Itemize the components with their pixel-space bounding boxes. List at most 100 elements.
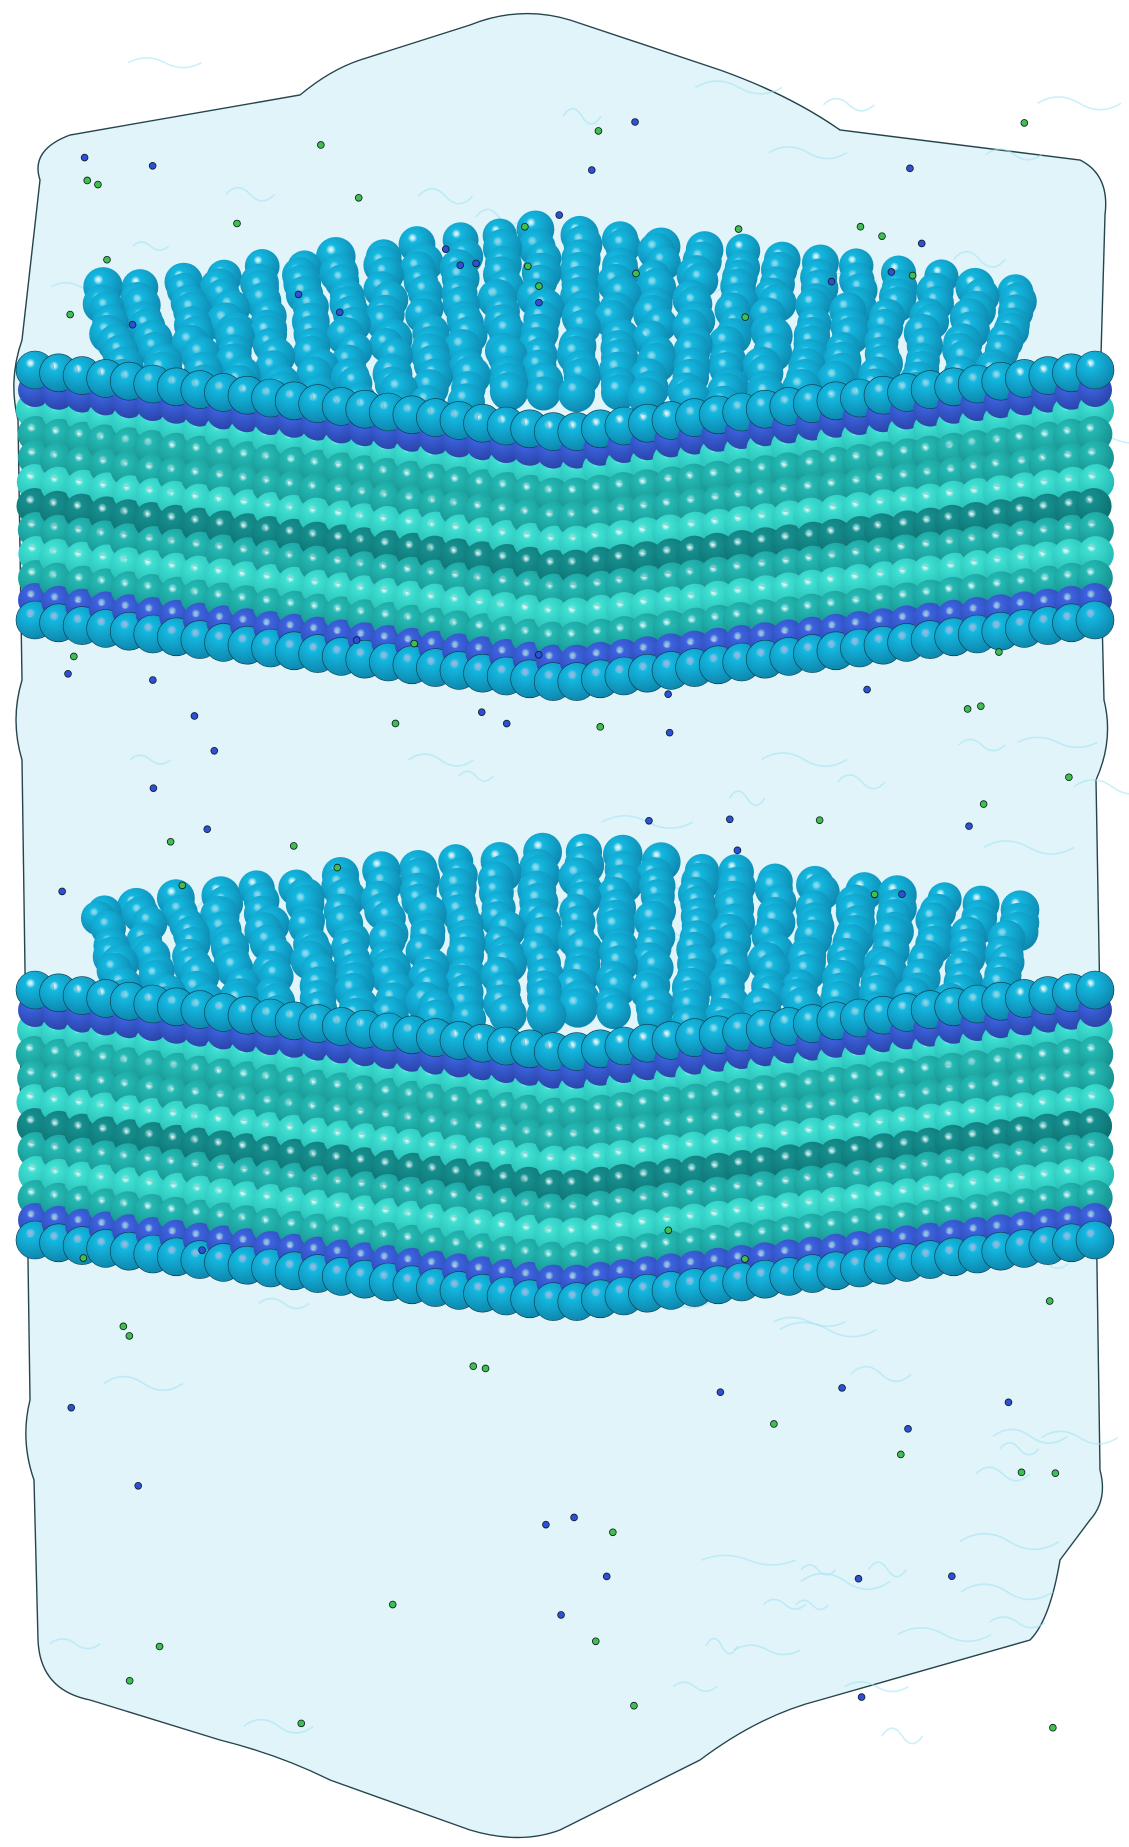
ion-green: [770, 1420, 778, 1428]
ion-blue: [335, 308, 344, 317]
ion-blue: [555, 211, 564, 219]
water-ripple: [475, 208, 523, 226]
water-ripple: [988, 1616, 1046, 1629]
water-ripple: [458, 770, 494, 782]
water-ripple: [837, 774, 886, 790]
ion-blue: [67, 1403, 76, 1412]
ion-green: [391, 719, 400, 728]
ion-blue: [570, 1513, 578, 1522]
ion-green: [815, 816, 824, 824]
ion-blue: [906, 164, 914, 173]
ion-blue: [904, 1425, 912, 1433]
water-ripple: [763, 1598, 807, 1610]
ion-green: [125, 1676, 134, 1685]
ion-blue: [948, 1572, 956, 1581]
ion-blue: [645, 816, 653, 825]
lipid-headgroup: [1075, 600, 1115, 640]
ion-green: [1017, 1468, 1026, 1477]
water-ripple: [975, 1466, 1031, 1482]
ion-green: [878, 232, 886, 240]
water-ripple: [132, 241, 170, 251]
ion-green: [632, 269, 640, 278]
water-ripple: [49, 1638, 101, 1650]
water-ripple: [1073, 778, 1129, 795]
ion-green: [354, 193, 363, 202]
ion-green: [979, 800, 988, 808]
ion-blue: [587, 166, 596, 174]
lipid-headgroup: [558, 375, 596, 413]
ion-green: [83, 176, 92, 185]
water-ripple: [897, 1627, 992, 1643]
ion-blue: [148, 161, 157, 170]
ion-green: [333, 863, 342, 872]
lipid-headgroup: [627, 377, 666, 416]
ion-green: [94, 180, 102, 189]
water-ripple: [129, 754, 172, 765]
ion-blue: [502, 719, 511, 728]
ion-green: [741, 313, 749, 321]
ion-green: [1051, 1469, 1060, 1478]
water-ripple: [795, 1599, 829, 1611]
ion-blue: [887, 268, 896, 276]
water-ripple: [243, 1718, 314, 1734]
ion-blue: [352, 636, 361, 644]
water-ripple: [705, 1637, 739, 1655]
ion-blue: [149, 784, 158, 792]
ion-blue: [917, 239, 926, 248]
water-ripple: [768, 146, 848, 160]
ion-blue: [210, 746, 219, 755]
ion-blue: [58, 887, 66, 896]
ion-green: [908, 271, 917, 280]
ion-green: [594, 127, 603, 135]
ion-blue: [190, 712, 199, 720]
ion-blue: [534, 650, 543, 659]
lipid-headgroup: [489, 372, 529, 411]
water-ripple: [773, 1316, 846, 1328]
water-ripple: [779, 1321, 877, 1338]
ion-green: [664, 1226, 673, 1235]
water-ripple: [881, 1727, 924, 1745]
ion-green: [481, 1364, 490, 1373]
ion-blue: [149, 676, 157, 684]
ion-green: [734, 225, 743, 233]
ion-blue: [857, 1693, 866, 1701]
lipid-headgroup: [526, 995, 567, 1036]
ion-green: [155, 1642, 164, 1651]
lipid-headgroup: [1075, 1220, 1115, 1260]
ion-green: [1065, 773, 1073, 782]
water-ripple: [562, 107, 602, 125]
ion-blue: [665, 728, 674, 737]
ion-blue: [477, 708, 486, 716]
ion-green: [1020, 119, 1029, 127]
lipid-headgroup: [526, 376, 561, 411]
ion-green: [233, 219, 241, 228]
water-ripple: [844, 1681, 909, 1693]
water-ripple: [958, 738, 1006, 752]
water-ripple: [1037, 96, 1122, 111]
water-ripple: [800, 1572, 891, 1591]
ion-green: [977, 702, 985, 710]
ion-green: [963, 705, 972, 713]
lipid-headgroup: [489, 995, 527, 1034]
ion-blue: [1004, 1398, 1013, 1407]
water-ripple: [694, 80, 783, 95]
water-ripple: [959, 1532, 1060, 1551]
water-ripple: [127, 57, 202, 69]
water-ripple: [103, 1375, 184, 1392]
ion-blue: [557, 1611, 565, 1619]
water-ripple: [225, 186, 276, 202]
ion-blue: [838, 1384, 846, 1392]
ion-green: [125, 1332, 134, 1340]
water-ripple: [992, 1428, 1068, 1444]
ion-blue: [965, 822, 973, 830]
ion-blue: [456, 261, 465, 270]
ion-green: [388, 1600, 397, 1609]
ion-blue: [725, 815, 734, 824]
ion-blue: [80, 153, 89, 162]
ion-green: [79, 1254, 88, 1262]
ion-blue: [664, 690, 672, 699]
water-ripple: [733, 1644, 801, 1656]
ion-green: [609, 1528, 617, 1537]
lipid-bilayer-lower: [15, 832, 1115, 1321]
